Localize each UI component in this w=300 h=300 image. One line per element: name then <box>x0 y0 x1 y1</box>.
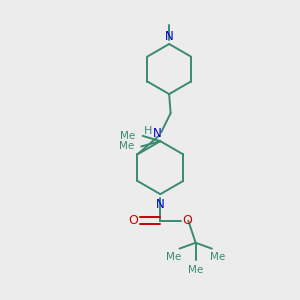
Text: N: N <box>165 29 173 43</box>
Text: Me: Me <box>188 265 203 275</box>
Text: Me: Me <box>118 142 134 152</box>
Text: N: N <box>153 127 162 140</box>
Text: Me: Me <box>166 252 181 262</box>
Text: O: O <box>182 214 192 227</box>
Text: N: N <box>156 198 165 211</box>
Text: Me: Me <box>120 131 135 141</box>
Text: O: O <box>128 214 138 227</box>
Text: H: H <box>143 126 152 136</box>
Text: Me: Me <box>210 252 225 262</box>
